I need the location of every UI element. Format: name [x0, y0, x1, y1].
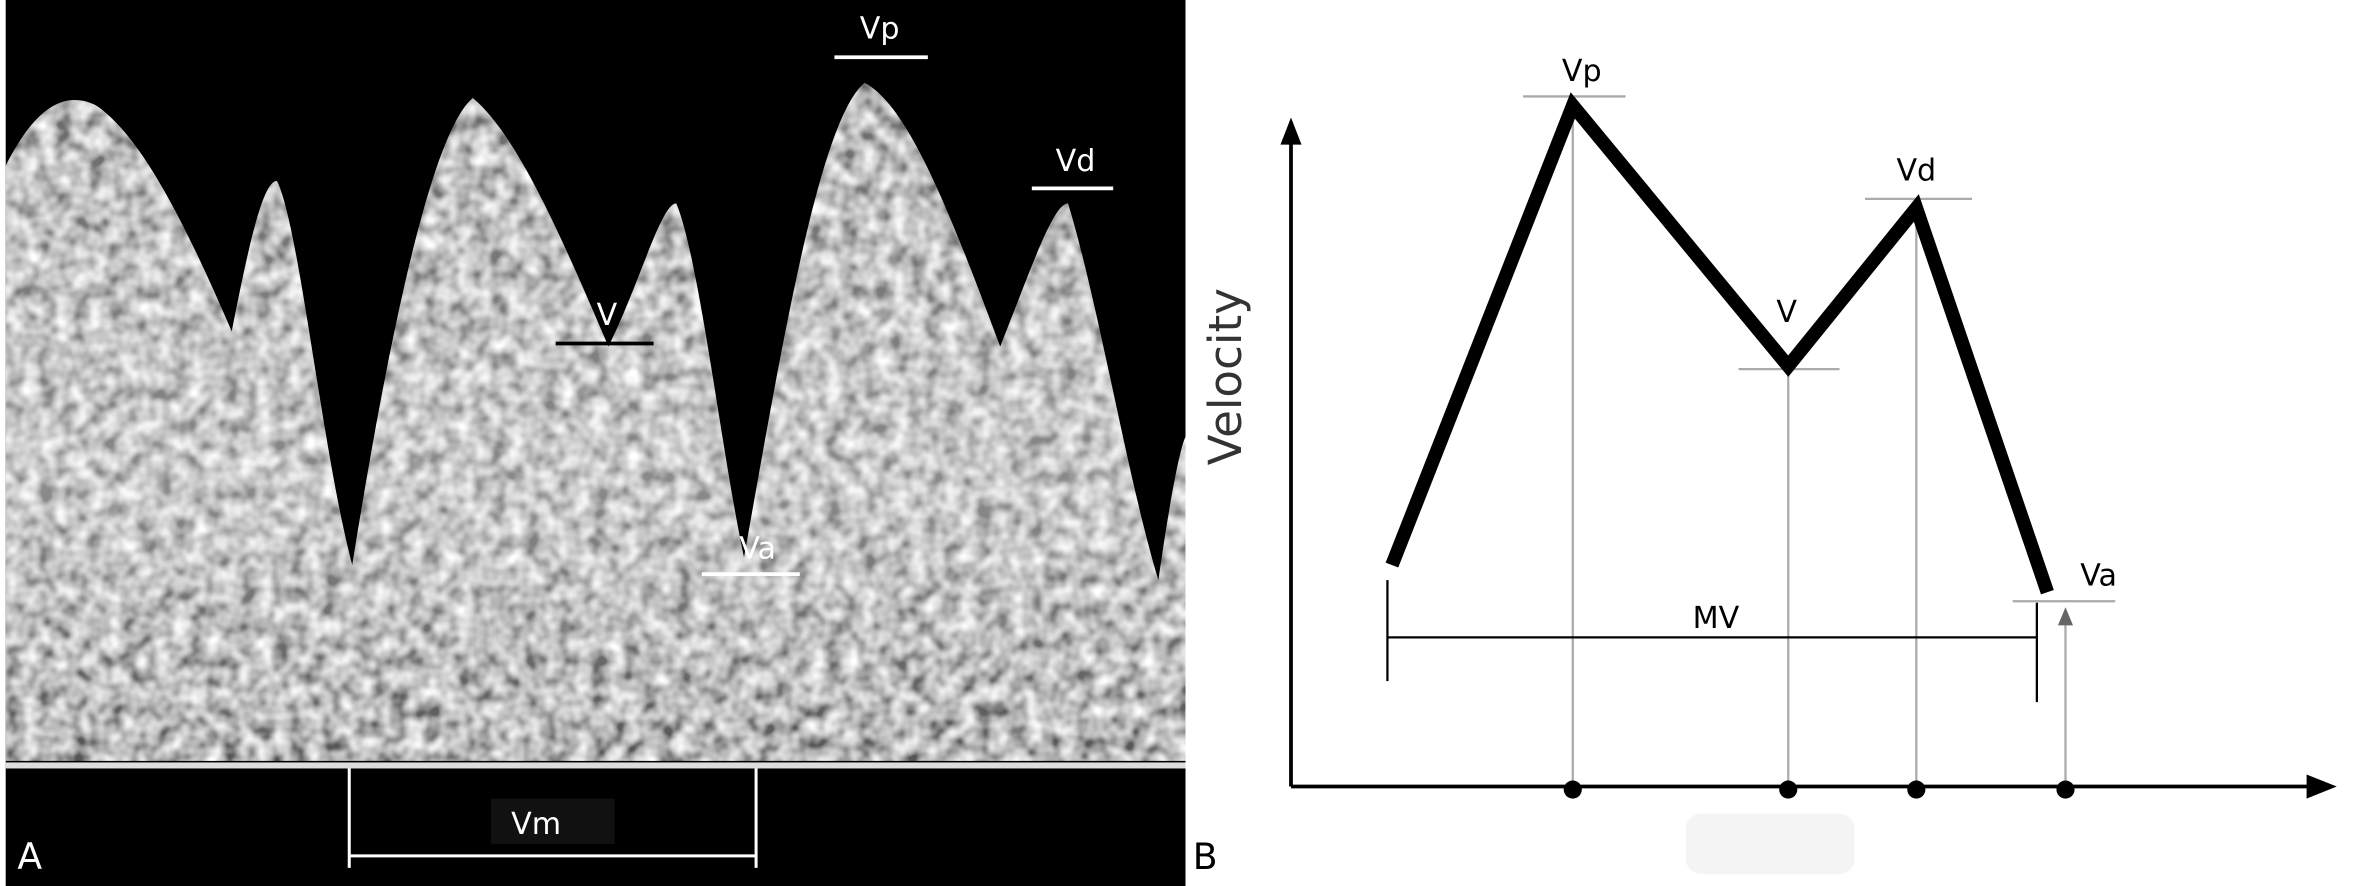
panel-label: B: [1193, 835, 1218, 878]
doppler-spectrum: [5, 82, 1186, 761]
mv-bracket: [1386, 580, 2038, 703]
panel-b-background: [1185, 0, 2357, 886]
marker-label: MV: [1693, 601, 1740, 636]
arrow-head: [2306, 774, 2337, 799]
baseline: [5, 762, 1186, 769]
smudge: [1685, 813, 1855, 874]
velocity-curve: [1385, 92, 2054, 595]
label-box: [490, 798, 615, 844]
arrow-head: [2057, 607, 2074, 626]
axis-dots: [1563, 780, 2075, 799]
marker-label: Va: [739, 531, 776, 566]
marker-label: V: [597, 298, 618, 333]
panel-label: A: [17, 835, 42, 878]
marker-label: Vm: [511, 807, 561, 842]
guides: [1523, 95, 2116, 787]
marker-label: Vd: [1056, 144, 1096, 179]
marker-label: Vd: [1896, 153, 1936, 188]
marker-label: Vp: [1562, 54, 1602, 89]
marker-label: Vp: [860, 12, 900, 47]
marker-label: Va: [2080, 559, 2117, 594]
marker-label: V: [1776, 295, 1797, 330]
arrow-head: [1280, 117, 1302, 145]
y-axis-label: Velocity: [1199, 288, 1252, 465]
